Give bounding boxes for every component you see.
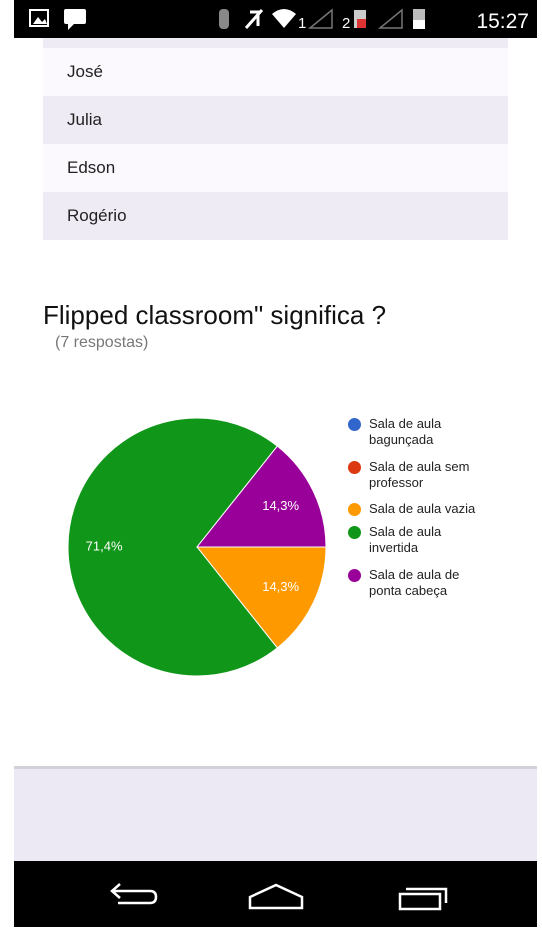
battery-level [413,20,425,29]
recents-back[interactable] [406,887,448,903]
gallery-icon-inner [33,17,47,24]
message-icon [64,9,86,24]
divider [14,766,537,769]
signal-icon [307,8,333,29]
slice-label: 71,4% [86,538,123,553]
signal-icon-2 [377,8,403,29]
list-row: Rogério [43,192,508,240]
sim-alert [357,19,366,28]
legend-label: Sala de aula vazia [369,501,476,516]
chart-subtitle: (7 respostas) [55,334,149,351]
gallery-icon [29,9,49,27]
sim2-label: 2 [342,15,350,32]
legend-label: Sala de aula de ponta cabeça [369,567,460,598]
status-bar: 1 2 15:27 [14,0,537,38]
back-button[interactable] [110,883,158,905]
legend-swatch [348,418,361,431]
slice-label: 14,3% [262,498,299,513]
list-row: Edson [43,144,508,192]
legend-swatch [348,461,361,474]
list-row: José [43,48,508,96]
recents-button[interactable] [398,892,442,911]
row-partial [43,38,508,48]
mute-icon [244,9,264,29]
status-icons: 1 2 15:27 [29,8,529,33]
footer-area [14,769,537,861]
pie-chart: 14,3% 71,4% 14,3% [67,417,327,677]
list-row: Julia [43,96,508,144]
legend-label: Sala de aula invertida [369,524,442,555]
pie-slice [195,546,327,649]
legend-swatch [348,503,361,516]
legend-swatch [348,526,361,539]
slice-label: 14,3% [262,579,299,594]
nav-icons [110,883,448,911]
pie-slice [67,417,279,677]
clock: 15:27 [476,10,529,33]
pie-slice [195,445,327,548]
legend-label: Sala de aula bagunçada [369,416,442,447]
legend-label: Sala de aula sem professor [369,459,470,490]
bluetooth-icon [219,9,229,29]
legend-swatch [348,569,361,582]
chart-title: Flipped classroom" significa ? [43,300,387,330]
nav-bar [14,861,537,927]
home-button[interactable] [248,883,304,910]
sim1-label: 1 [298,15,306,32]
message-tail [68,24,74,30]
wifi-icon [272,9,296,28]
